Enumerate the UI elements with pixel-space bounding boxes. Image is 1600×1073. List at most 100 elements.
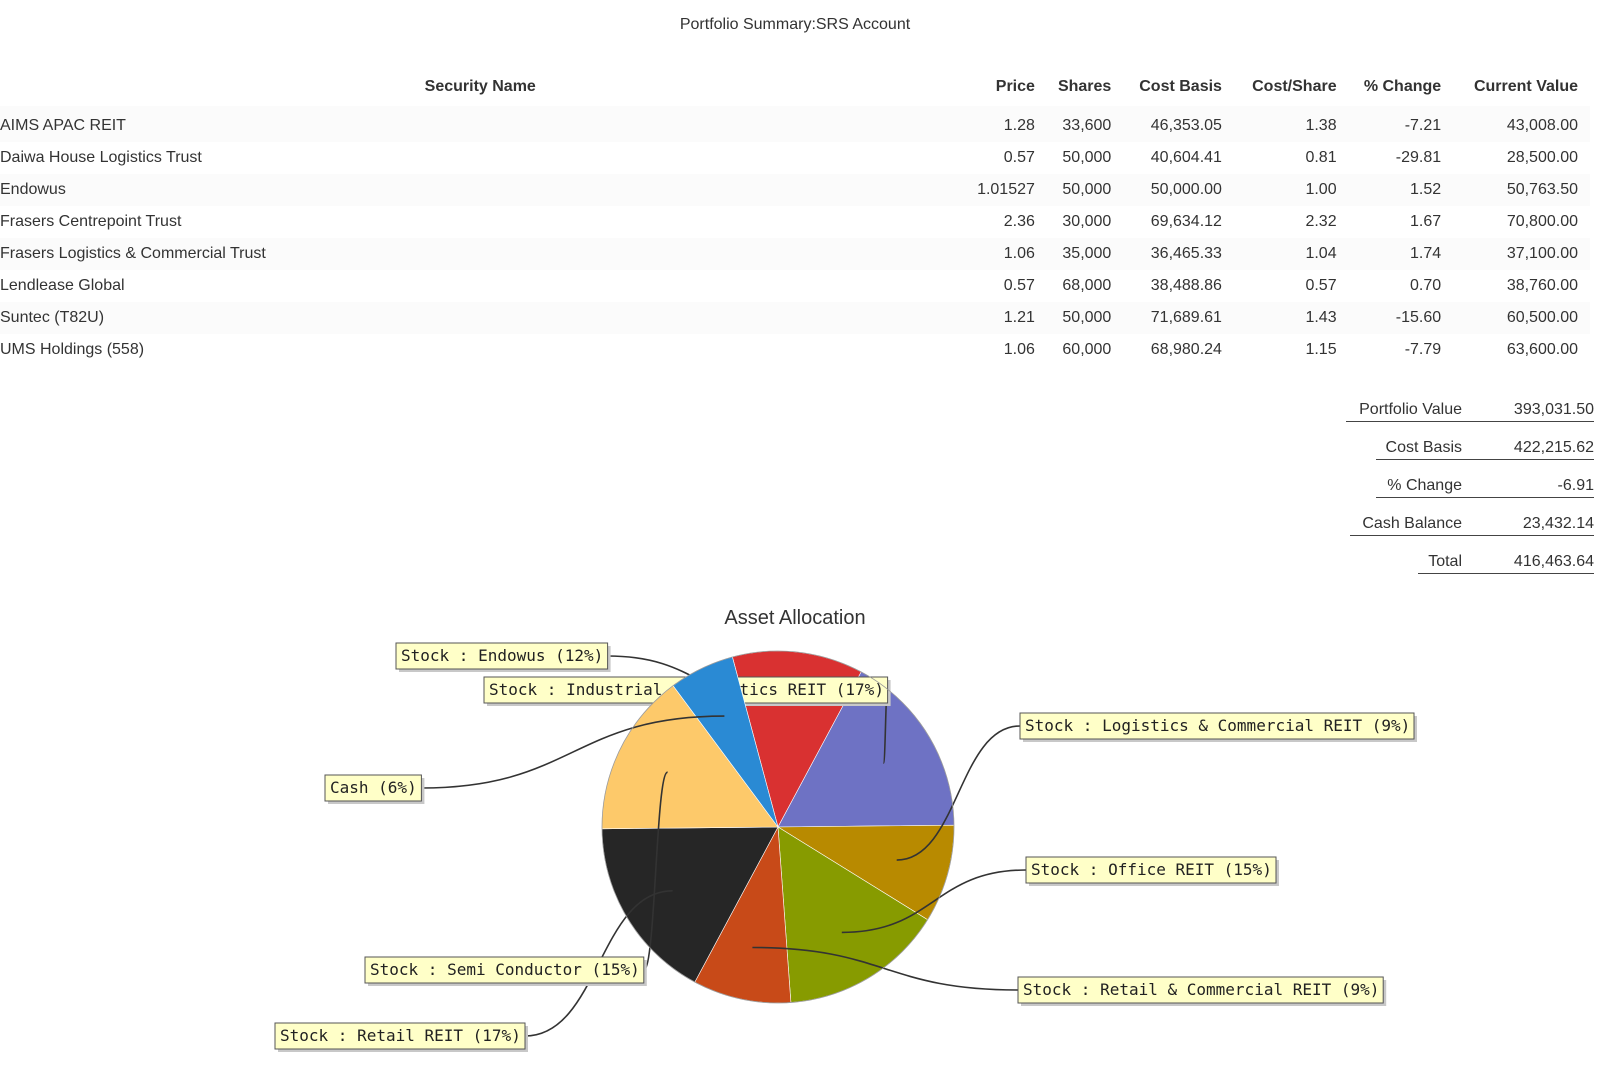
- portfolio-value: 393,031.50: [1513, 401, 1594, 418]
- cell-security-name: UMS Holdings (558): [0, 341, 145, 358]
- cell-current-value: 37,100.00: [1453, 238, 1590, 270]
- column-header-cost-basis[interactable]: Cost Basis: [1139, 78, 1222, 95]
- cost-basis-row: Cost Basis 422,215.62: [1376, 422, 1594, 460]
- cell-cost-per-share: 1.00: [1233, 174, 1349, 206]
- cell-cost-per-share: 0.81: [1305, 149, 1337, 166]
- cell-price: 1.01527: [972, 174, 1047, 206]
- cell-shares: 68,000: [1062, 277, 1112, 294]
- cell-current-value: 38,760.00: [1506, 277, 1578, 294]
- cell-pct-change: -7.21: [1348, 106, 1454, 142]
- cell-security-name: Frasers Logistics & Commercial Trust: [0, 238, 973, 270]
- table-row: AIMS APAC REIT 1.28 33,600 46,353.05 1.3…: [0, 106, 1590, 142]
- cell-current-value: 28,500.00: [1506, 149, 1578, 166]
- cell-cost-per-share: 1.15: [1305, 341, 1337, 358]
- cell-pct-change: 0.70: [1410, 277, 1442, 294]
- cell-cost-per-share: 1.04: [1233, 238, 1349, 270]
- callout-connector: [841, 869, 1027, 934]
- portfolio-value-row: Portfolio Value 393,031.50: [1346, 392, 1594, 422]
- chart-title: Asset Allocation: [724, 607, 866, 629]
- slice-label: Stock : Logistics & Commercial REIT (9%): [1025, 716, 1410, 735]
- callout-box: [1025, 856, 1277, 884]
- cell-current-value: 63,600.00: [1506, 341, 1578, 358]
- cash-balance-row: Cash Balance 23,432.14: [1350, 498, 1594, 536]
- cell-price: 1.06: [1003, 341, 1035, 358]
- cell-current-value: 70,800.00: [1506, 213, 1578, 230]
- slice-label: Stock : Endowus (12%): [401, 646, 603, 665]
- cell-cost-per-share: 2.32: [1305, 213, 1337, 230]
- pct-change-row: % Change -6.91: [1376, 460, 1594, 498]
- cell-price: 1.21: [972, 302, 1047, 334]
- cash-balance-label: Cash Balance: [1362, 515, 1462, 532]
- cost-basis-value: 422,215.62: [1513, 439, 1594, 456]
- cell-pct-change: 1.67: [1410, 213, 1442, 230]
- total-row: Total 416,463.64: [1418, 536, 1594, 574]
- callout-connector: [752, 946, 1019, 991]
- cell-cost-basis: 50,000.00: [1123, 174, 1234, 206]
- cost-basis-label: Cost Basis: [1385, 439, 1462, 456]
- cell-shares: 33,600: [1046, 106, 1124, 142]
- page-title: Portfolio Summary:SRS Account: [679, 16, 911, 33]
- cell-cost-per-share: 1.43: [1233, 302, 1349, 334]
- callout-connector: [896, 725, 1021, 861]
- pct-change-value: -6.91: [1557, 477, 1594, 494]
- slice-label: Cash (6%): [330, 778, 417, 797]
- table-row: Suntec (T82U) 1.21 50,000 71,689.61 1.43…: [0, 302, 1590, 334]
- cell-shares: 50,000: [1046, 174, 1124, 206]
- callout-box: [1019, 712, 1415, 740]
- cell-cost-basis: 46,353.05: [1123, 106, 1234, 142]
- table-row: Daiwa House Logistics Trust 0.57 50,000 …: [0, 142, 1590, 174]
- cell-pct-change: -7.79: [1404, 341, 1442, 358]
- cell-shares: 50,000: [1046, 302, 1124, 334]
- pie-outline: [601, 650, 955, 1004]
- callout-connector: [421, 715, 725, 789]
- cell-cost-per-share: 0.57: [1305, 277, 1337, 294]
- cell-security-name: Frasers Centrepoint Trust: [0, 213, 182, 230]
- table-header-row: Security Name Price Shares Cost Basis Co…: [0, 68, 1590, 106]
- cell-price: 2.36: [1003, 213, 1035, 230]
- table-row: Lendlease Global 0.57 68,000 38,488.86 0…: [0, 270, 1590, 302]
- cell-security-name: Lendlease Global: [0, 277, 125, 294]
- callout-box: [324, 774, 422, 802]
- cell-security-name: Daiwa House Logistics Trust: [0, 149, 202, 166]
- callout-connector: [643, 771, 669, 971]
- callout-box: [274, 1022, 526, 1050]
- cell-current-value: 60,500.00: [1453, 302, 1590, 334]
- cell-price: 1.28: [972, 106, 1047, 142]
- table-row: UMS Holdings (558) 1.06 60,000 68,980.24…: [0, 334, 1590, 366]
- cell-pct-change: 1.52: [1348, 174, 1454, 206]
- column-header-pct-change[interactable]: % Change: [1363, 78, 1442, 95]
- table-row: Frasers Centrepoint Trust 2.36 30,000 69…: [0, 206, 1590, 238]
- column-header-cost-per-share[interactable]: Cost/Share: [1252, 78, 1337, 95]
- cell-cost-basis: 38,488.86: [1150, 277, 1222, 294]
- pct-change-label: % Change: [1387, 477, 1462, 494]
- column-header-price[interactable]: Price: [995, 78, 1035, 95]
- cell-cost-basis: 71,689.61: [1123, 302, 1234, 334]
- cell-price: 0.57: [1003, 277, 1035, 294]
- cell-cost-basis: 68,980.24: [1150, 341, 1222, 358]
- column-header-current-value[interactable]: Current Value: [1473, 78, 1578, 95]
- cell-current-value: 50,763.50: [1453, 174, 1590, 206]
- holdings-table: Security Name Price Shares Cost Basis Co…: [0, 68, 1590, 366]
- cell-shares: 60,000: [1062, 341, 1112, 358]
- cell-shares: 30,000: [1062, 213, 1112, 230]
- table-row: Endowus 1.01527 50,000 50,000.00 1.00 1.…: [0, 174, 1590, 206]
- table-row: Frasers Logistics & Commercial Trust 1.0…: [0, 238, 1590, 270]
- portfolio-summary: Portfolio Value 393,031.50 Cost Basis 42…: [1334, 392, 1594, 574]
- callout-box: [1017, 976, 1384, 1004]
- callout-box: [395, 642, 609, 670]
- column-header-shares[interactable]: Shares: [1057, 78, 1112, 95]
- slice-label: Stock : Office REIT (15%): [1031, 860, 1272, 879]
- cell-security-name: Suntec (T82U): [0, 302, 973, 334]
- slice-label: Stock : Semi Conductor (15%): [370, 960, 640, 979]
- cell-pct-change: 1.74: [1348, 238, 1454, 270]
- column-header-security-name[interactable]: Security Name: [424, 78, 536, 95]
- cell-pct-change: -29.81: [1395, 149, 1442, 166]
- cell-current-value: 43,008.00: [1453, 106, 1590, 142]
- total-value: 416,463.64: [1513, 553, 1594, 570]
- slice-label: Stock : Retail & Commercial REIT (9%): [1023, 980, 1379, 999]
- cell-price: 1.06: [972, 238, 1047, 270]
- portfolio-value-label: Portfolio Value: [1359, 401, 1462, 418]
- total-label: Total: [1428, 553, 1462, 570]
- cell-cost-basis: 40,604.41: [1150, 149, 1222, 166]
- asset-allocation-pie-chart: Stock : Endowus (12%)Stock : Industrial …: [274, 642, 1417, 1052]
